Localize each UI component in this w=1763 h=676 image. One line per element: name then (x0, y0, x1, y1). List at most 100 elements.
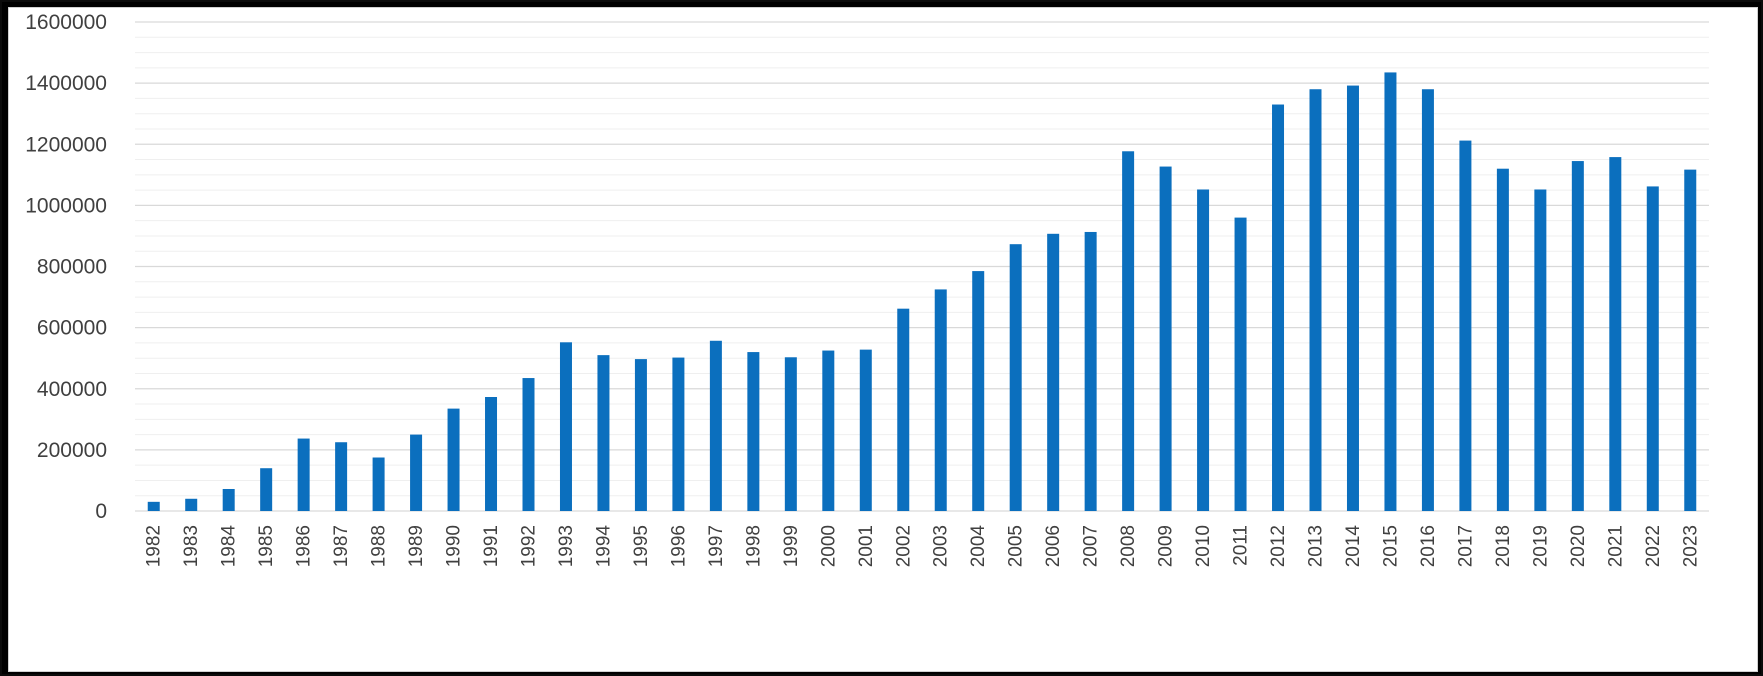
bar-series (147, 72, 1697, 512)
bar-2022 (1646, 186, 1659, 511)
x-tick-label: 2018 (1493, 525, 1514, 567)
x-tick-label: 1984 (219, 525, 240, 568)
x-tick-label: 1985 (256, 525, 277, 567)
bar-2003 (934, 289, 947, 511)
bar-1984 (222, 488, 235, 511)
bar-2011 (1234, 217, 1247, 511)
bar-1990 (447, 408, 460, 511)
bar-1995 (634, 359, 647, 511)
y-tick-label: 1000000 (25, 194, 107, 217)
bar-2008 (1122, 151, 1135, 512)
bar-1982 (147, 501, 160, 511)
x-tick-label: 2004 (968, 525, 989, 568)
x-tick-label: 1988 (369, 525, 390, 567)
x-tick-label: 2003 (931, 525, 952, 567)
x-tick-label: 1990 (444, 525, 465, 567)
bar-2018 (1496, 168, 1509, 511)
x-tick-label: 2006 (1043, 525, 1064, 567)
bar-chart: 0 200000 400000 600000 800000 1000000 1200000 1… (25, 11, 1709, 568)
bar-2019 (1534, 189, 1547, 512)
x-tick-label: 2017 (1455, 525, 1476, 567)
bar-1985 (260, 468, 273, 511)
x-tick-label: 2000 (818, 525, 839, 567)
bar-1993 (559, 342, 572, 511)
bar-2021 (1609, 157, 1622, 511)
x-axis-tick-labels: 1982 1983 1984 1985 1986 1987 1988 1989 1990 1991… (144, 525, 1702, 568)
bar-1998 (747, 352, 760, 511)
bar-2023 (1684, 169, 1697, 511)
x-tick-label: 1995 (631, 525, 652, 567)
bar-2009 (1159, 166, 1172, 512)
bar-2001 (859, 349, 872, 511)
bar-2006 (1047, 233, 1060, 511)
x-tick-label: 2002 (893, 525, 914, 567)
x-tick-label: 2001 (856, 525, 877, 567)
bar-2004 (972, 271, 985, 511)
x-tick-label: 2014 (1343, 525, 1364, 568)
bar-2014 (1346, 85, 1359, 511)
x-tick-label: 2009 (1156, 525, 1177, 567)
bar-1996 (672, 357, 685, 511)
minor-gridlines (135, 36, 1709, 497)
bar-2000 (822, 350, 835, 511)
x-tick-label: 1996 (668, 525, 689, 567)
bar-2015 (1384, 72, 1397, 511)
x-tick-label: 2016 (1418, 525, 1439, 567)
x-tick-label: 2012 (1268, 525, 1289, 567)
x-tick-label: 2007 (1081, 525, 1102, 567)
y-tick-label: 600000 (37, 317, 107, 340)
chart-panel: 0 200000 400000 600000 800000 1000000 1200000 1… (8, 7, 1758, 672)
x-tick-label: 1991 (481, 525, 502, 567)
bar-2005 (1009, 244, 1022, 511)
bar-1986 (297, 438, 310, 511)
bar-1992 (522, 378, 535, 511)
x-tick-label: 1989 (406, 525, 427, 567)
bar-2020 (1571, 161, 1584, 511)
bar-1989 (410, 434, 423, 511)
x-tick-label: 1986 (294, 525, 315, 567)
bar-1994 (597, 355, 610, 511)
x-tick-label: 2023 (1680, 525, 1701, 567)
y-axis-tick-labels: 0 200000 400000 600000 800000 1000000 1200000 1… (25, 11, 107, 523)
y-tick-label: 400000 (37, 378, 107, 401)
x-tick-label: 1987 (331, 525, 352, 567)
x-tick-label: 1999 (781, 525, 802, 567)
bar-2013 (1309, 89, 1322, 512)
x-tick-label: 2015 (1380, 525, 1401, 567)
bar-1988 (372, 457, 385, 511)
bar-2002 (897, 308, 910, 511)
x-tick-label: 1993 (556, 525, 577, 567)
x-tick-label: 2019 (1530, 525, 1551, 567)
x-tick-label: 1998 (743, 525, 764, 567)
y-tick-label: 0 (95, 500, 107, 523)
x-tick-label: 2022 (1643, 525, 1664, 567)
y-tick-label: 800000 (37, 256, 107, 279)
y-tick-label: 1600000 (25, 11, 107, 34)
x-tick-label: 2021 (1605, 525, 1626, 567)
bar-2016 (1421, 89, 1434, 512)
bar-1987 (335, 442, 348, 511)
bar-2007 (1084, 231, 1097, 512)
x-tick-label: 1982 (144, 525, 165, 567)
x-tick-label: 2013 (1306, 525, 1327, 567)
bar-2017 (1459, 140, 1472, 511)
x-tick-label: 1983 (181, 525, 202, 567)
y-tick-label: 1200000 (25, 133, 107, 156)
bar-1999 (784, 357, 797, 511)
bar-1991 (485, 397, 498, 511)
bar-2012 (1272, 104, 1285, 512)
x-tick-label: 2005 (1006, 525, 1027, 567)
x-tick-label: 1997 (706, 525, 727, 567)
x-tick-label: 1994 (593, 525, 614, 568)
x-tick-label: 1992 (519, 525, 540, 567)
x-tick-label: 2020 (1568, 525, 1589, 567)
bar-2010 (1197, 189, 1210, 512)
x-tick-label: 2008 (1118, 525, 1139, 567)
bar-1983 (185, 498, 198, 511)
x-tick-label: 2011 (1231, 525, 1252, 566)
y-tick-label: 1400000 (25, 72, 107, 95)
major-gridlines (135, 21, 1709, 512)
bar-1997 (709, 340, 722, 511)
x-tick-label: 2010 (1193, 525, 1214, 567)
